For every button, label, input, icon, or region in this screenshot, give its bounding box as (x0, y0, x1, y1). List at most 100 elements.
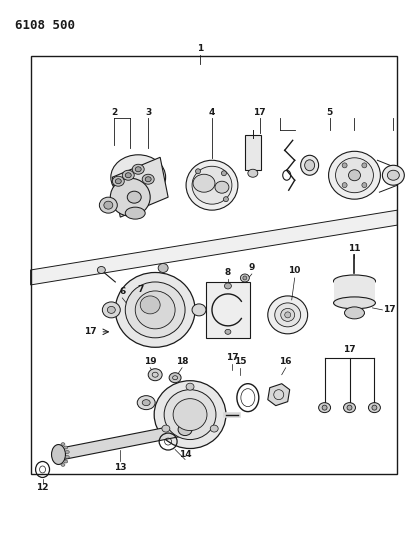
Ellipse shape (164, 390, 216, 440)
Ellipse shape (112, 176, 124, 186)
Text: 7: 7 (137, 286, 143, 294)
Ellipse shape (125, 207, 145, 219)
Ellipse shape (301, 155, 319, 175)
Ellipse shape (61, 463, 65, 466)
Ellipse shape (248, 169, 258, 177)
Ellipse shape (285, 312, 291, 318)
Ellipse shape (127, 191, 141, 203)
Text: 2: 2 (111, 108, 118, 117)
Ellipse shape (322, 405, 327, 410)
Ellipse shape (142, 400, 150, 406)
Ellipse shape (178, 424, 192, 435)
Ellipse shape (342, 163, 347, 168)
Ellipse shape (319, 402, 330, 413)
Ellipse shape (192, 166, 232, 204)
Ellipse shape (115, 179, 121, 184)
Ellipse shape (362, 183, 367, 188)
Ellipse shape (61, 442, 65, 446)
Text: 6108 500: 6108 500 (15, 19, 75, 31)
Ellipse shape (64, 446, 68, 449)
Ellipse shape (372, 405, 377, 410)
Ellipse shape (98, 266, 105, 273)
Text: 1: 1 (197, 44, 203, 53)
Ellipse shape (140, 296, 160, 314)
Ellipse shape (186, 160, 238, 210)
Ellipse shape (132, 164, 144, 174)
Ellipse shape (268, 296, 308, 334)
Ellipse shape (193, 174, 215, 192)
Ellipse shape (125, 173, 131, 177)
Text: 9: 9 (248, 263, 255, 272)
Ellipse shape (382, 165, 404, 185)
Ellipse shape (240, 274, 249, 282)
Ellipse shape (192, 304, 206, 316)
Ellipse shape (100, 197, 117, 213)
Ellipse shape (334, 275, 375, 287)
Text: 14: 14 (179, 450, 191, 459)
Text: 17: 17 (253, 108, 266, 117)
Text: 13: 13 (114, 463, 126, 472)
Ellipse shape (224, 197, 228, 201)
Polygon shape (58, 424, 185, 461)
Ellipse shape (305, 160, 315, 171)
Polygon shape (112, 157, 168, 217)
Bar (245, 135, 261, 170)
Ellipse shape (243, 276, 247, 280)
Text: 18: 18 (176, 357, 188, 366)
Ellipse shape (328, 151, 380, 199)
Ellipse shape (275, 303, 301, 327)
Text: 17: 17 (84, 327, 97, 336)
Ellipse shape (135, 291, 175, 329)
Ellipse shape (145, 177, 151, 182)
Text: 19: 19 (144, 357, 157, 366)
Ellipse shape (65, 450, 69, 454)
Ellipse shape (142, 174, 154, 184)
Ellipse shape (335, 158, 373, 193)
Ellipse shape (107, 306, 115, 313)
Ellipse shape (195, 169, 200, 174)
Ellipse shape (65, 456, 69, 458)
Ellipse shape (148, 369, 162, 381)
Ellipse shape (281, 309, 295, 321)
Ellipse shape (368, 402, 380, 413)
Ellipse shape (102, 302, 120, 318)
Polygon shape (206, 282, 250, 338)
Ellipse shape (344, 307, 364, 319)
Text: 5: 5 (326, 108, 333, 117)
Ellipse shape (222, 171, 226, 176)
Ellipse shape (210, 425, 218, 432)
Ellipse shape (186, 383, 194, 390)
Ellipse shape (225, 329, 231, 334)
Text: 4: 4 (209, 108, 215, 117)
Ellipse shape (224, 283, 231, 289)
Ellipse shape (64, 460, 68, 463)
Text: 16: 16 (279, 357, 292, 366)
Ellipse shape (122, 170, 134, 180)
Ellipse shape (344, 402, 355, 413)
Ellipse shape (104, 201, 113, 209)
Text: 6: 6 (119, 287, 125, 296)
Ellipse shape (342, 183, 347, 188)
Ellipse shape (173, 399, 207, 431)
Ellipse shape (348, 169, 360, 181)
Ellipse shape (215, 181, 229, 193)
Text: 10: 10 (288, 266, 301, 276)
Text: 3: 3 (145, 108, 151, 117)
Ellipse shape (135, 167, 141, 172)
Ellipse shape (111, 155, 166, 200)
Ellipse shape (125, 282, 185, 338)
Polygon shape (334, 281, 375, 303)
Text: 8: 8 (225, 269, 231, 278)
Ellipse shape (362, 163, 367, 168)
Ellipse shape (137, 395, 155, 410)
Text: 12: 12 (36, 483, 49, 492)
Ellipse shape (334, 297, 375, 309)
Ellipse shape (347, 405, 352, 410)
Ellipse shape (169, 373, 181, 383)
Ellipse shape (115, 272, 195, 348)
Text: 15: 15 (234, 357, 246, 366)
Ellipse shape (110, 178, 150, 216)
Polygon shape (268, 384, 290, 406)
Ellipse shape (387, 170, 399, 180)
Ellipse shape (158, 263, 168, 272)
